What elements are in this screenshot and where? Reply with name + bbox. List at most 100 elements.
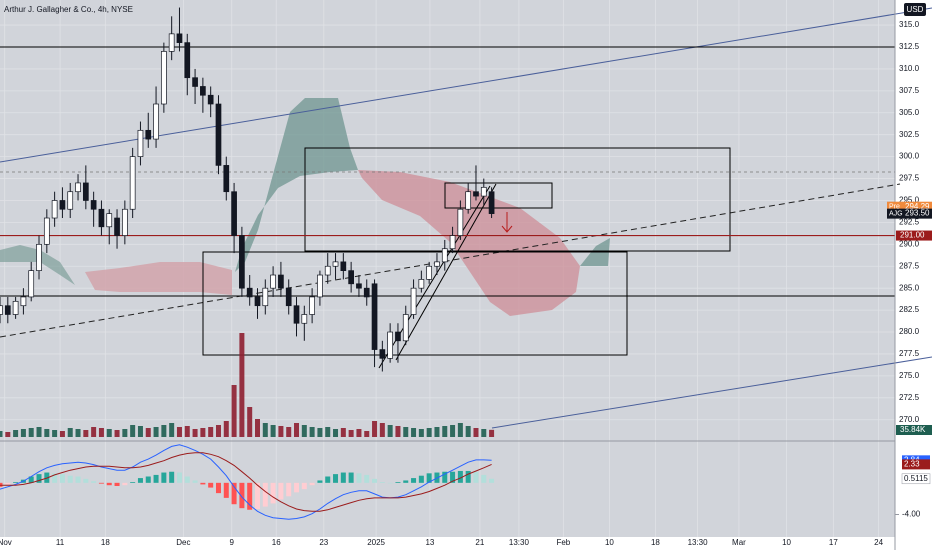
grid [0,0,895,537]
volume-bar [434,427,440,437]
y-tick-label: 302.5 [899,130,920,139]
candle-body [75,182,81,193]
candle-body [200,86,206,96]
y-tick-label: 292.5 [899,218,920,227]
candle-body [114,217,120,236]
macd-histogram-bar [176,472,182,483]
candle-body [278,274,284,289]
volume-bar [13,430,19,437]
volume-bar [91,427,97,437]
x-tick-label: Mar [732,538,746,547]
signal-line [0,452,492,512]
volume-bar [176,427,182,437]
cloud-red [85,262,232,295]
macd-histogram-bar [114,482,120,487]
macd-histogram-bar [473,471,479,483]
macd-histogram-bar [75,476,81,483]
volume-bar [184,426,190,437]
macd-histogram-bar [83,478,89,483]
volume-bar [489,429,495,437]
histogram-tag [901,473,931,485]
y-tick-label: 307.5 [899,86,920,95]
macd-histogram-bar [91,481,97,483]
x-tick-label: 11 [56,538,65,547]
x-tick-label: Feb [556,538,570,547]
candle-body [192,77,198,87]
volume-bar [44,429,50,437]
macd-histogram-bar [481,474,487,483]
currency-box [904,3,926,16]
candle-body [488,191,495,214]
volume-bar [450,425,456,437]
macd-histogram-bar [130,482,136,483]
candle-body [371,283,378,350]
y-tick-label: 312.5 [899,42,920,51]
candle-body [0,305,3,315]
volume-bar [387,425,393,437]
signal-tag-label: 2.33 [904,459,920,468]
volume-bar [231,385,237,437]
candle-body [356,283,362,289]
candle-body [480,186,487,197]
candle-body [457,208,464,236]
x-tick-label: 16 [272,538,281,547]
volume-bar [145,428,151,437]
candle-body [215,103,222,166]
candle-body [207,94,214,105]
histogram-tag-label: 0.5115 [904,474,928,483]
macd-histogram-bar [333,474,339,483]
macd-histogram-bar [379,482,385,483]
macd-histogram-bar [52,473,58,483]
range-box [202,251,628,356]
macd-histogram-bar [153,474,159,483]
y-tick-label: 297.5 [899,174,920,183]
candle-body [387,331,393,359]
candle-body [449,235,456,250]
volume-bar [98,428,104,437]
volume-bar [137,426,143,437]
candle-body [246,287,253,298]
y-tick-label: 272.5 [899,393,920,402]
macd-histogram-bar [169,471,175,483]
candle-body [28,270,35,298]
cloud-red [358,170,580,316]
candle-body [340,261,347,271]
macd-histogram-bar [254,482,260,509]
trend-line [491,356,932,429]
volume-bar [247,407,253,437]
volume-bar [254,419,260,437]
macd-histogram-bar [122,482,128,486]
volume-bar [457,423,463,437]
x-tick-label: 9 [230,538,235,547]
macd-histogram-bar [208,482,214,488]
macd-tick-label: -4.00 [902,510,921,519]
volume-bar [36,427,42,437]
volume-bar [223,421,229,437]
macd-histogram-bar [403,480,409,483]
volume-bar [364,431,370,437]
volume-bar [0,431,3,437]
x-tick-label: 10 [605,538,614,547]
macd-histogram-bar [67,475,73,483]
volume-bar [294,423,300,437]
volume-bar [348,430,354,437]
macd-histogram-bar [489,478,495,483]
macd-histogram-bar [98,482,104,484]
candle-body [309,296,315,315]
candle-body [324,265,331,276]
y-tick-label: 277.5 [899,349,920,358]
x-tick-label: 10 [782,538,791,547]
x-tick-label: 23 [319,538,328,547]
macd-histogram-bar [426,473,432,483]
candle-body [161,51,167,105]
y-tick-label: 305.0 [899,108,920,117]
volume-bar [411,428,417,437]
volume-bar [473,428,479,437]
volume-bar [372,421,378,437]
macd-histogram-bar [372,478,378,483]
dashed-trend-line [0,183,901,338]
x-tick-label: 17 [829,538,838,547]
y-tick-label: 275.0 [899,371,920,380]
candle-body [363,287,370,298]
